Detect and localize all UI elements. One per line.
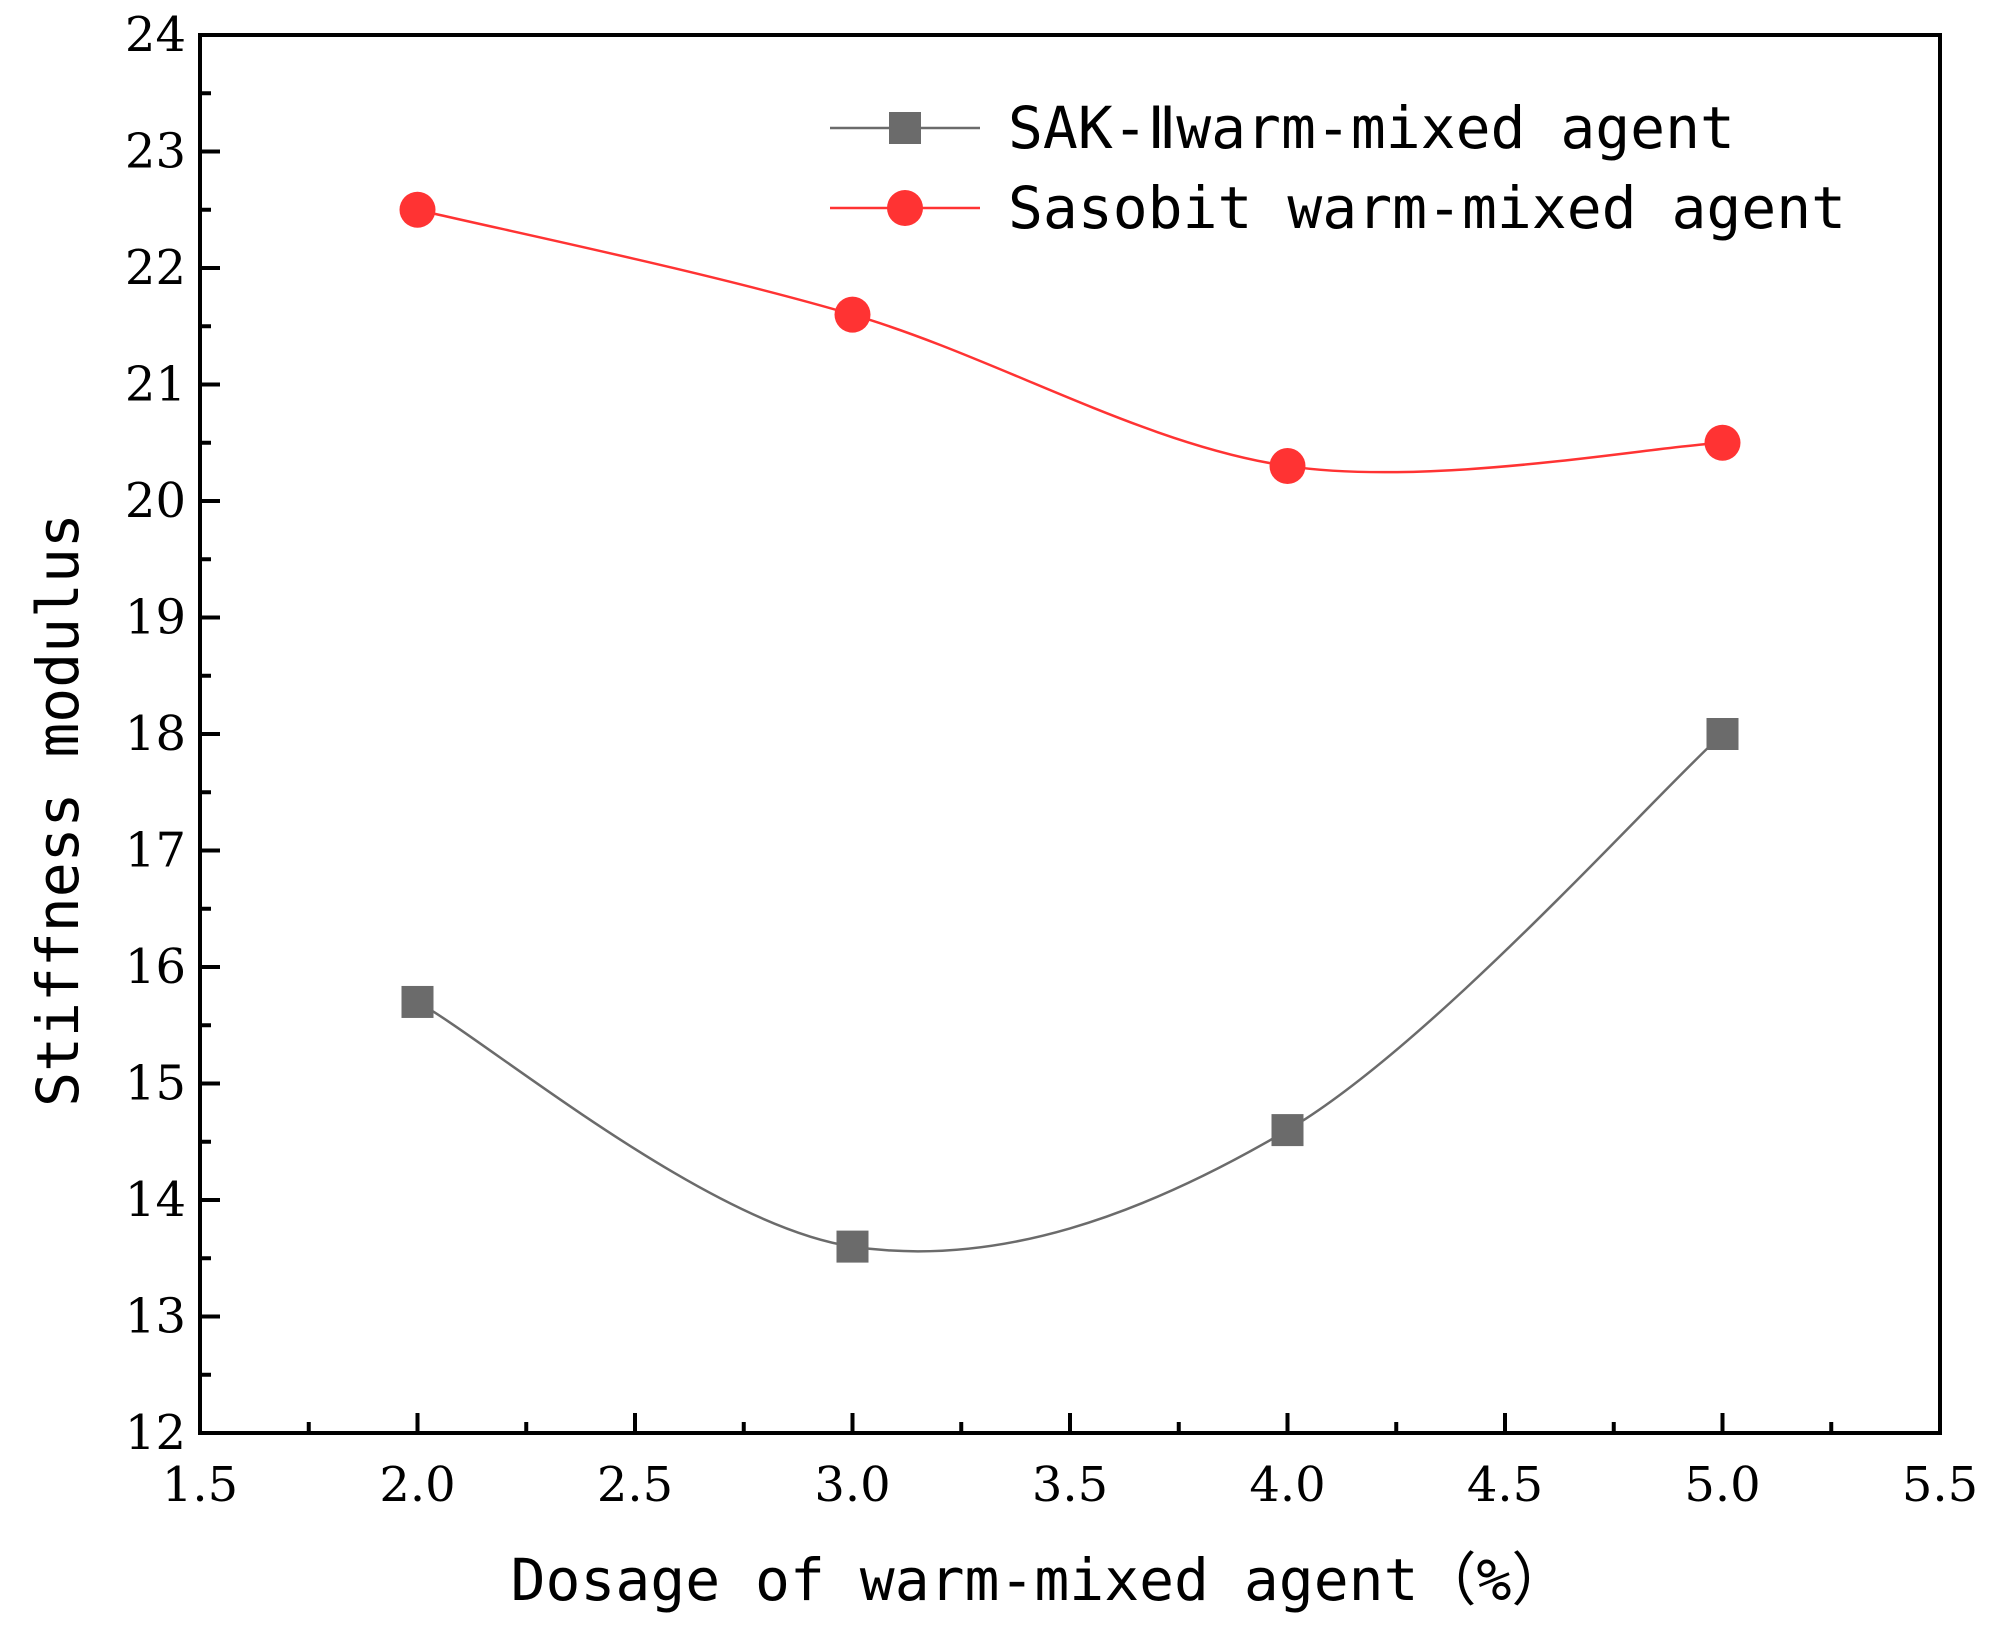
- data-point: [401, 985, 434, 1018]
- y-tick-label: 16: [125, 939, 186, 995]
- y-tick-label: 20: [125, 473, 186, 529]
- x-tick-label: 4.5: [1467, 1457, 1543, 1513]
- x-tick-label: 2.0: [379, 1457, 455, 1513]
- data-point: [836, 1230, 869, 1263]
- y-tick-label: 12: [125, 1405, 186, 1461]
- y-tick-label: 19: [125, 590, 186, 646]
- legend-label: SAK-Ⅱwarm-mixed agent: [1008, 94, 1735, 162]
- y-tick-label: 14: [125, 1172, 186, 1228]
- series-2: [399, 191, 1741, 485]
- y-tick-label: 15: [125, 1056, 186, 1112]
- data-point: [399, 191, 436, 228]
- legend: SAK-Ⅱwarm-mixed agent Sasobit warm-mixed …: [830, 94, 1846, 242]
- data-point: [1704, 424, 1741, 461]
- x-tick-label: 4.0: [1249, 1457, 1325, 1513]
- x-tick-label: 3.0: [814, 1457, 890, 1513]
- series-line: [416, 733, 1724, 1253]
- y-tick-label: 24: [125, 7, 186, 63]
- y-axis-title: Stiffness modulus: [24, 513, 92, 1107]
- y-tick-label: 17: [125, 823, 186, 879]
- data-point: [1706, 718, 1739, 750]
- axes: 1.5 2.0 2.5 3.0 3.5 4.0 4.5 5.0 5.5 12 13 14 15 16 17 1…: [125, 7, 1978, 1513]
- x-tick-label: 3.5: [1032, 1457, 1108, 1513]
- y-tick-label: 22: [125, 240, 186, 296]
- plot-frame: [198, 33, 1942, 1435]
- series-layer: [399, 191, 1741, 1263]
- y-tick-label: 18: [125, 706, 186, 762]
- x-tick-label: 5.0: [1684, 1457, 1760, 1513]
- y-tick-label: 23: [125, 124, 186, 180]
- x-axis-title: Dosage of warm-mixed agent（%）: [511, 1546, 1570, 1614]
- x-tick-label: 1.5: [162, 1457, 238, 1513]
- data-point: [1269, 448, 1306, 485]
- legend-item-1: SAK-Ⅱwarm-mixed agent: [830, 94, 1735, 162]
- legend-marker: [889, 112, 921, 144]
- data-point: [1271, 1114, 1304, 1147]
- series-1: [401, 718, 1739, 1263]
- y-tick-label: 21: [125, 357, 186, 413]
- x-tick-label: 5.5: [1902, 1457, 1978, 1513]
- series-line: [417, 208, 1723, 474]
- legend-label: Sasobit warm-mixed agent: [1008, 174, 1846, 242]
- x-tick-label: 2.5: [597, 1457, 673, 1513]
- y-tick-label: 13: [125, 1289, 186, 1345]
- data-point: [834, 296, 871, 333]
- legend-marker: [887, 190, 923, 226]
- legend-item-2: Sasobit warm-mixed agent: [830, 174, 1846, 242]
